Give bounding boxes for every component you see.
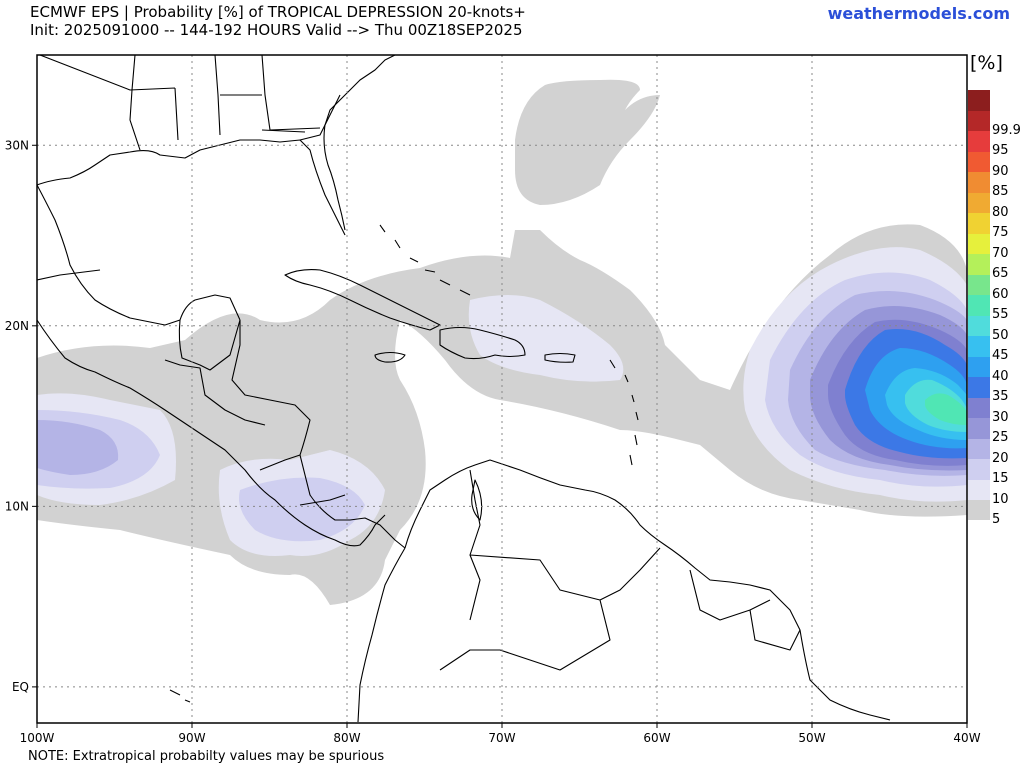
colorbar-swatch — [968, 499, 990, 521]
colorbar-swatch — [968, 397, 990, 419]
map-title: ECMWF EPS | Probability [%] of TROPICAL … — [30, 3, 526, 39]
colorbar-swatch — [968, 171, 990, 193]
colorbar-swatch — [968, 253, 990, 275]
grid-lines — [37, 55, 967, 723]
mexico-interior-borders — [37, 55, 271, 281]
colorbar-swatch — [968, 438, 990, 460]
mexico-pacific-coast — [37, 319, 386, 547]
colorbar-swatch — [968, 212, 990, 234]
colorbar-unit: [%] — [970, 52, 1003, 74]
florida-east — [323, 124, 346, 231]
colorbar-label: 85 — [992, 184, 1009, 200]
x-tick-label: 100W — [20, 731, 55, 745]
colorbar-swatch — [968, 356, 990, 378]
footer-note: NOTE: Extratropical probabilty values ma… — [28, 749, 385, 764]
colombia-pacific-coast — [357, 547, 406, 723]
colorbar-label: 25 — [992, 430, 1009, 446]
x-tick-label: 70W — [488, 731, 515, 745]
colorbar-swatch — [968, 417, 990, 439]
colorbar-label: 99.9 — [992, 122, 1021, 138]
colorbar-label: 10 — [992, 491, 1009, 507]
colorbar-label: 30 — [992, 409, 1009, 425]
colorbar-swatch — [968, 110, 990, 132]
site-link[interactable]: weathermodels.com — [827, 4, 1010, 23]
galapagos — [169, 689, 191, 703]
colorbar-swatch — [968, 335, 990, 357]
puerto-rico — [544, 352, 576, 363]
central-america-borders — [164, 359, 346, 506]
title-line-1: ECMWF EPS | Probability [%] of TROPICAL … — [30, 3, 526, 21]
yucatan — [178, 319, 241, 371]
y-tick-label: EQ — [12, 680, 29, 694]
colorbar-label: 20 — [992, 450, 1009, 466]
maracaibo-lake — [471, 479, 483, 521]
colorbar-swatch — [968, 90, 990, 111]
colorbar-label: 5 — [992, 512, 1001, 527]
mexico-gulf-coast — [37, 184, 241, 326]
colorbar-label: 95 — [992, 143, 1009, 159]
y-tick-label: 10N — [5, 499, 29, 513]
colorbar-label: 75 — [992, 225, 1009, 241]
colorbar-label: 55 — [992, 307, 1009, 323]
colorbar-swatch — [968, 315, 990, 337]
prob-55-shading — [925, 393, 967, 425]
y-tick-label: 20N — [5, 319, 29, 333]
jamaica — [374, 351, 406, 363]
colorbar-swatch — [968, 294, 990, 316]
coastlines — [37, 55, 891, 723]
colorbar-swatch — [968, 151, 990, 173]
gulf-coast-usa — [37, 139, 346, 236]
y-tick-label: 30N — [5, 138, 29, 152]
colorbar-label: 45 — [992, 348, 1009, 364]
colorbar-label: 65 — [992, 266, 1009, 282]
cuba — [284, 269, 441, 331]
colorbar-label: 90 — [992, 163, 1009, 179]
us-state-borders — [39, 55, 341, 141]
colorbar-label: 80 — [992, 204, 1009, 220]
colorbar-swatch — [968, 130, 990, 152]
colorbar-label: 60 — [992, 286, 1009, 302]
colorbar-swatch — [968, 376, 990, 398]
central-america-caribbean — [231, 320, 406, 549]
x-tick-label: 40W — [953, 731, 980, 745]
florida — [299, 55, 396, 141]
y-axis-ticks: 30N 20N 10N EQ — [5, 138, 37, 694]
colorbar-swatch — [968, 274, 990, 296]
x-tick-label: 90W — [178, 731, 205, 745]
colorbar-swatch — [968, 233, 990, 255]
colorbar-swatch — [968, 458, 990, 480]
x-tick-label: 60W — [643, 731, 670, 745]
south-america-borders — [439, 469, 801, 671]
colorbar-swatch — [968, 479, 990, 501]
colorbar-label: 35 — [992, 389, 1009, 405]
hispaniola — [439, 326, 526, 360]
bahamas — [379, 224, 471, 296]
colorbar-label: 70 — [992, 245, 1009, 261]
lesser-antilles — [609, 359, 639, 466]
colorbar-swatch — [968, 192, 990, 214]
south-america-north-coast — [404, 459, 891, 721]
colorbar-label: 50 — [992, 327, 1009, 343]
x-tick-label: 80W — [333, 731, 360, 745]
colorbar-label: 15 — [992, 471, 1009, 487]
colorbar-label: 40 — [992, 368, 1009, 384]
colorbar — [968, 90, 990, 521]
x-axis-ticks: 100W 90W 80W 70W 60W 50W 40W — [20, 723, 981, 745]
x-tick-label: 50W — [798, 731, 825, 745]
title-line-2: Init: 2025091000 -- 144-192 HOURS Valid … — [30, 21, 523, 39]
